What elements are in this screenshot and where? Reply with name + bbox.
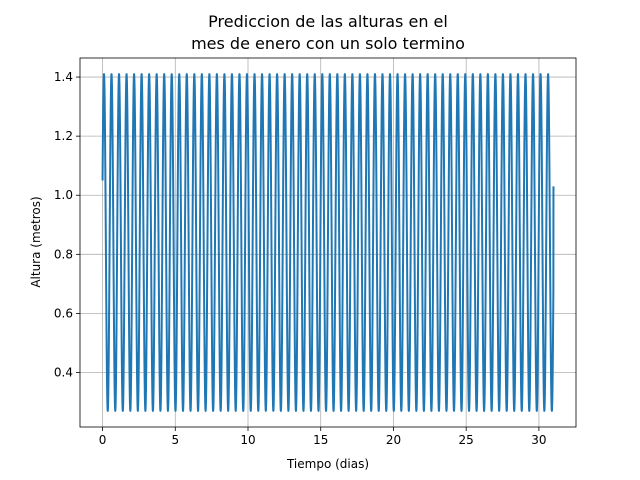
y-tick-label: 1.0 bbox=[54, 188, 73, 202]
y-tick-label: 0.8 bbox=[54, 247, 73, 261]
y-tick-label: 0.6 bbox=[54, 306, 73, 320]
y-tick-label: 1.4 bbox=[54, 70, 73, 84]
series-line bbox=[101, 73, 555, 412]
chart-title-line-2: mes de enero con un solo termino bbox=[191, 34, 465, 53]
x-tick-label: 25 bbox=[459, 433, 474, 447]
x-tick-label: 10 bbox=[240, 433, 255, 447]
chart-title-line-1: Prediccion de las alturas en el bbox=[208, 12, 448, 31]
plot-frame bbox=[79, 57, 577, 428]
x-tick-label: 30 bbox=[531, 433, 546, 447]
x-tick-label: 20 bbox=[386, 433, 401, 447]
x-tick-label: 0 bbox=[99, 433, 107, 447]
x-tick-label: 15 bbox=[313, 433, 328, 447]
x-axis-ticks: 0 5 10 15 20 25 30 bbox=[99, 427, 547, 447]
y-tick-label: 1.2 bbox=[54, 129, 73, 143]
x-axis-label: Tiempo (dias) bbox=[286, 457, 369, 471]
y-axis-label: Altura (metros) bbox=[29, 196, 43, 287]
y-tick-label: 0.4 bbox=[54, 365, 73, 379]
series-group bbox=[101, 73, 555, 412]
x-tick-label: 5 bbox=[171, 433, 179, 447]
y-axis-ticks: 0.4 0.6 0.8 1.0 1.2 1.4 bbox=[54, 70, 80, 379]
